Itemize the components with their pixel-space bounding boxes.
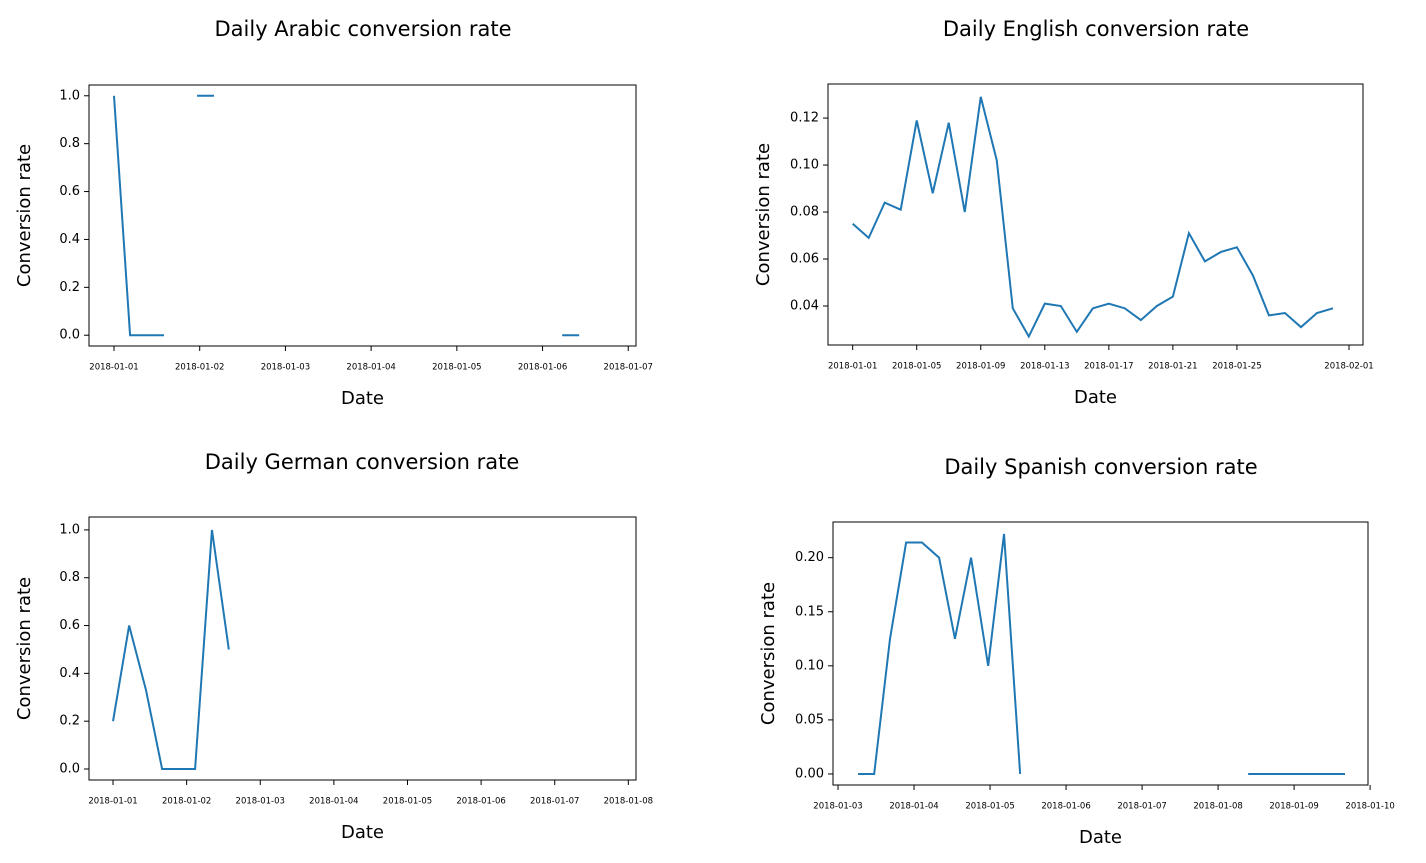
x-tick-label: 2018-01-02 [175, 363, 224, 373]
y-tick-label: 0.04 [790, 299, 819, 314]
y-tick-label: 0.4 [59, 666, 80, 681]
y-tick-label: 0.08 [790, 205, 819, 220]
x-tick-label: 2018-01-25 [1212, 362, 1261, 372]
y-axis-label: Conversion rate [14, 577, 35, 720]
x-tick-label: 2018-01-03 [261, 363, 310, 373]
y-tick-label: 1.0 [59, 88, 80, 103]
x-tick-label: 2018-01-07 [530, 797, 579, 807]
y-tick-label: 0.8 [59, 570, 80, 585]
y-tick-label: 0.10 [795, 658, 824, 673]
y-tick-label: 0.12 [790, 111, 819, 126]
y-axis-label: Conversion rate [758, 582, 779, 725]
y-tick-label: 0.0 [59, 762, 80, 777]
x-tick-label: 2018-01-04 [889, 802, 938, 812]
y-axis-label: Conversion rate [753, 143, 774, 286]
x-tick-label: 2018-02-01 [1324, 362, 1373, 372]
x-tick-label: 2018-01-13 [1020, 362, 1069, 372]
plot-frame [832, 521, 1369, 786]
x-tick-label: 2018-01-01 [89, 363, 138, 373]
chart-title: Daily Arabic conversion rate [214, 17, 511, 41]
y-tick-label: 0.4 [59, 232, 80, 247]
x-tick-label: 2018-01-05 [965, 802, 1014, 812]
x-tick-label: 2018-01-04 [309, 797, 358, 807]
y-tick-label: 0.00 [795, 766, 824, 781]
chart-title: Daily German conversion rate [205, 450, 520, 474]
plot-frame [88, 516, 637, 781]
x-tick-label: 2018-01-02 [162, 797, 211, 807]
x-tick-label: 2018-01-10 [1345, 802, 1394, 812]
y-tick-label: 1.0 [59, 522, 80, 537]
x-tick-label: 2018-01-17 [1084, 362, 1133, 372]
x-tick-label: 2018-01-04 [346, 363, 395, 373]
data-line [113, 94, 580, 337]
x-tick-label: 2018-01-08 [604, 797, 653, 807]
data-line [112, 529, 230, 770]
x-tick-label: 2018-01-05 [892, 362, 941, 372]
x-tick-label: 2018-01-06 [1041, 802, 1090, 812]
y-tick-label: 0.10 [790, 158, 819, 173]
y-tick-label: 0.05 [795, 712, 824, 727]
y-tick-label: 0.0 [59, 328, 80, 343]
plot-frame [88, 84, 637, 347]
x-tick-label: 2018-01-06 [456, 797, 505, 807]
chart-title: Daily English conversion rate [943, 17, 1249, 41]
y-tick-label: 0.8 [59, 136, 80, 151]
x-tick-label: 2018-01-21 [1148, 362, 1197, 372]
x-tick-label: 2018-01-09 [956, 362, 1005, 372]
x-tick-label: 2018-01-06 [518, 363, 567, 373]
x-axis-label: Date [341, 822, 384, 843]
plot-frame [827, 83, 1364, 346]
y-tick-label: 0.6 [59, 618, 80, 633]
data-line [858, 533, 1346, 775]
x-tick-label: 2018-01-07 [604, 363, 653, 373]
data-line [852, 96, 1334, 339]
x-tick-label: 2018-01-07 [1117, 802, 1166, 812]
y-tick-label: 0.2 [59, 714, 80, 729]
x-tick-label: 2018-01-09 [1269, 802, 1318, 812]
y-tick-label: 0.06 [790, 252, 819, 267]
x-tick-label: 2018-01-01 [88, 797, 137, 807]
y-tick-label: 0.2 [59, 280, 80, 295]
chart-title: Daily Spanish conversion rate [944, 455, 1257, 479]
y-axis-label: Conversion rate [14, 144, 35, 287]
x-tick-label: 2018-01-05 [383, 797, 432, 807]
x-axis-label: Date [1074, 387, 1117, 408]
x-tick-label: 2018-01-08 [1193, 802, 1242, 812]
y-tick-label: 0.20 [795, 550, 824, 565]
y-tick-label: 0.15 [795, 604, 824, 619]
x-tick-label: 2018-01-03 [813, 802, 862, 812]
x-axis-label: Date [1079, 827, 1122, 848]
x-tick-label: 2018-01-05 [432, 363, 481, 373]
y-tick-label: 0.6 [59, 184, 80, 199]
x-axis-label: Date [341, 388, 384, 409]
x-tick-label: 2018-01-03 [236, 797, 285, 807]
x-tick-label: 2018-01-01 [828, 362, 877, 372]
